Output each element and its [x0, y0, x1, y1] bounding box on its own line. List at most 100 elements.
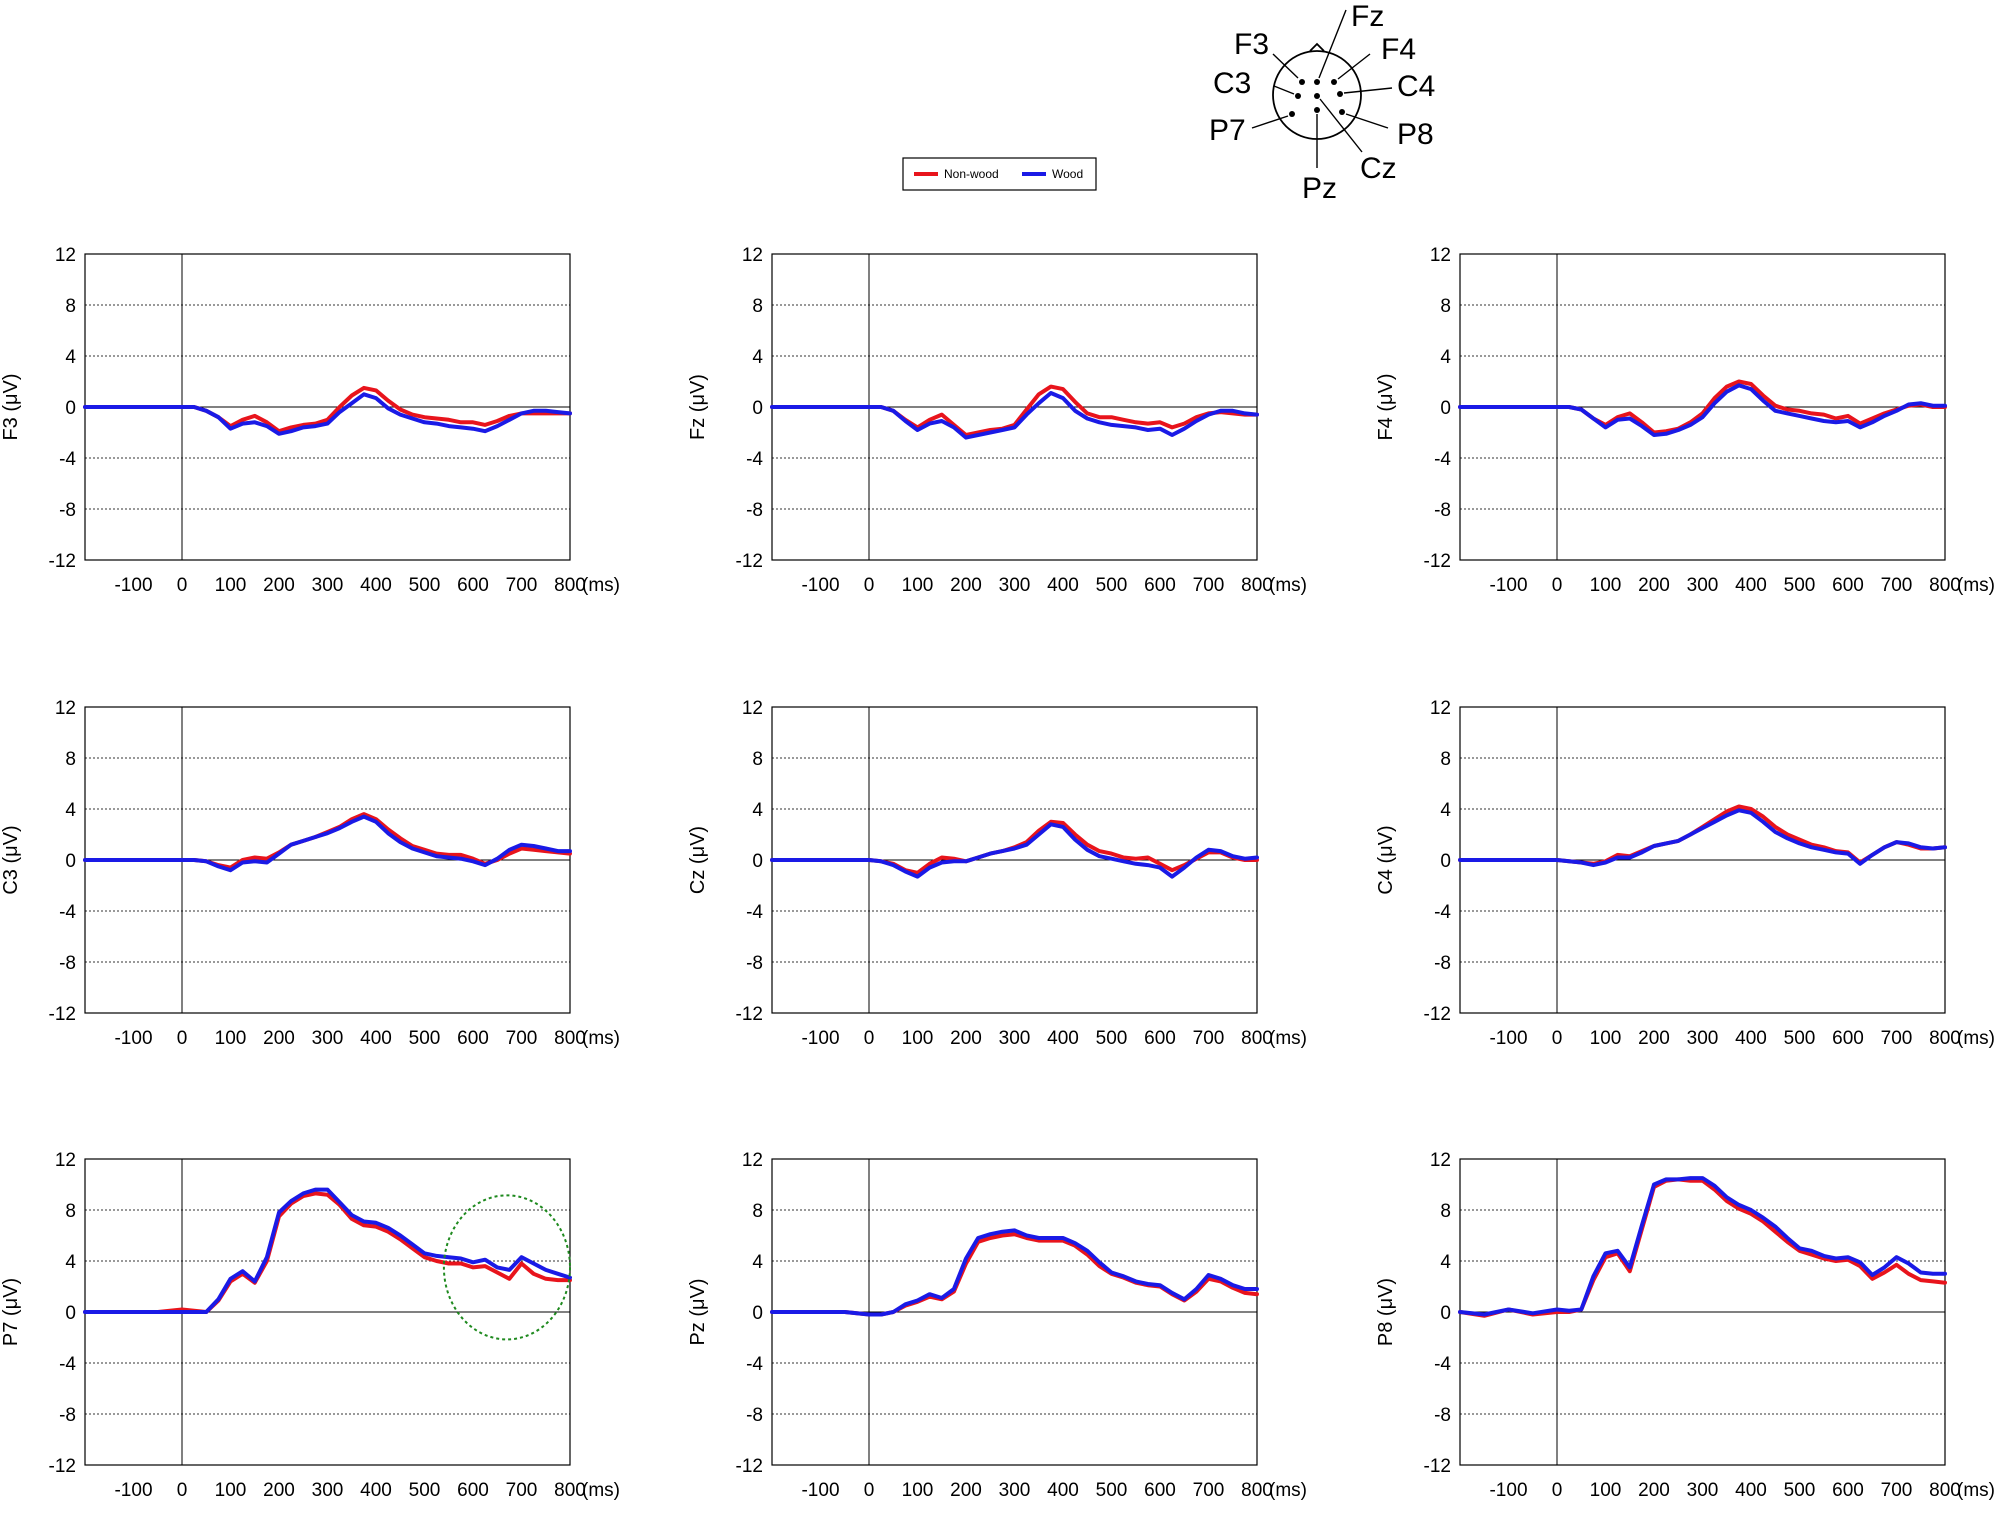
electrode-label-f4: F4: [1381, 33, 1416, 66]
x-tick-label-cz: 200: [950, 1028, 982, 1049]
x-tick-label-p7: 300: [312, 1480, 344, 1501]
panel-pz: 12 8 4 0 -4 -8 -12 -100 0 100 200 300 400 500 600 700 80…: [687, 1150, 1307, 1501]
y-tick-label-pz: 4: [752, 1252, 763, 1273]
x-tick-label-p8: 700: [1881, 1480, 1913, 1501]
series-line-wood-f4: [1458, 383, 1947, 437]
x-unit-label-p7: (ms): [582, 1480, 620, 1501]
electrode-dot-f4: [1331, 79, 1337, 85]
electrode-map: F3 Fz F4 C3 C4 P7 P8 Cz Pz: [1209, 0, 1435, 205]
y-tick-label-cz: 12: [742, 698, 763, 719]
leader-c4: [1343, 87, 1393, 94]
y-tick-label-cz: 4: [752, 800, 763, 821]
x-tick-label-c3: 800: [554, 1028, 586, 1049]
nose-marker: [1309, 42, 1325, 52]
x-tick-label-f3: 300: [312, 575, 344, 596]
panel-f3: 12 8 4 0 -4 -8 -12 -100 0 100 200 300 400 500 600 700 80…: [0, 245, 620, 596]
leader-c3: [1273, 85, 1295, 95]
x-tick-label-c4: 100: [1590, 1028, 1622, 1049]
y-tick-label-p8: 8: [1440, 1201, 1451, 1222]
x-tick-label-p8: 200: [1638, 1480, 1670, 1501]
x-tick-label-f3: 700: [506, 575, 538, 596]
y-tick-label-pz: 12: [742, 1150, 763, 1171]
x-tick-label-c4: 600: [1832, 1028, 1864, 1049]
x-tick-label-pz: 200: [950, 1480, 982, 1501]
x-tick-label-f3: 800: [554, 575, 586, 596]
y-tick-label-fz: 4: [752, 347, 763, 368]
y-tick-label-c3: 8: [65, 749, 76, 770]
x-tick-label-f4: 400: [1735, 575, 1767, 596]
x-tick-label-c3: -100: [114, 1028, 152, 1049]
x-tick-label-f3: 100: [215, 575, 247, 596]
y-tick-label-f3: -4: [59, 449, 76, 470]
x-tick-label-fz: -100: [801, 575, 839, 596]
y-tick-label-p8: 4: [1440, 1252, 1451, 1273]
x-tick-label-cz: -100: [801, 1028, 839, 1049]
y-axis-label-c4: C4 (μV): [1375, 825, 1397, 894]
y-tick-label-c3: 12: [55, 698, 76, 719]
x-tick-label-f4: 700: [1881, 575, 1913, 596]
x-unit-label-pz: (ms): [1269, 1480, 1307, 1501]
x-tick-label-p7: 600: [457, 1480, 489, 1501]
x-tick-label-cz: 500: [1096, 1028, 1128, 1049]
y-tick-label-c3: -12: [49, 1004, 76, 1025]
x-tick-label-f3: 0: [177, 575, 188, 596]
x-tick-label-p8: 500: [1784, 1480, 1816, 1501]
y-tick-label-f3: -12: [49, 551, 76, 572]
electrode-dot-p8: [1339, 109, 1345, 115]
x-tick-label-f3: 500: [409, 575, 441, 596]
x-tick-label-fz: 300: [999, 575, 1031, 596]
series-line-wood-p8: [1458, 1176, 1947, 1317]
x-tick-label-cz: 300: [999, 1028, 1031, 1049]
x-unit-label-cz: (ms): [1269, 1028, 1307, 1049]
electrode-label-p7: P7: [1209, 114, 1246, 147]
electrode-dot-c3: [1295, 93, 1301, 99]
x-tick-label-f4: 500: [1784, 575, 1816, 596]
x-tick-label-f4: 800: [1929, 575, 1961, 596]
panel-p7: 12 8 4 0 -4 -8 -12 -100 0 100 200 300 400 500 600 700 80…: [0, 1150, 620, 1501]
x-unit-label-c3: (ms): [582, 1028, 620, 1049]
x-unit-label-c4: (ms): [1957, 1028, 1995, 1049]
x-tick-label-pz: 500: [1096, 1480, 1128, 1501]
leader-fz: [1318, 9, 1347, 79]
electrode-label-pz: Pz: [1302, 172, 1337, 205]
x-tick-label-c3: 600: [457, 1028, 489, 1049]
x-tick-label-cz: 100: [902, 1028, 934, 1049]
x-tick-label-f4: 600: [1832, 575, 1864, 596]
electrode-label-c4: C4: [1397, 70, 1435, 103]
x-tick-label-p7: 400: [360, 1480, 392, 1501]
panel-c4: 12 8 4 0 -4 -8 -12 -100 0 100 200 300 400 500 600 700 80…: [1375, 698, 1995, 1049]
x-tick-label-pz: 700: [1193, 1480, 1225, 1501]
x-tick-label-f4: -100: [1489, 575, 1527, 596]
y-tick-label-f4: -12: [1424, 551, 1451, 572]
x-tick-label-p7: -100: [114, 1480, 152, 1501]
y-tick-label-fz: 0: [752, 398, 763, 419]
x-tick-label-c4: 800: [1929, 1028, 1961, 1049]
y-tick-label-f3: -8: [59, 500, 76, 521]
leader-p8: [1345, 113, 1389, 129]
x-unit-label-p8: (ms): [1957, 1480, 1995, 1501]
electrode-dot-cz: [1314, 93, 1320, 99]
y-tick-label-pz: -8: [746, 1405, 763, 1426]
y-tick-label-c4: 12: [1430, 698, 1451, 719]
x-tick-label-c4: -100: [1489, 1028, 1527, 1049]
x-tick-label-p7: 0: [177, 1480, 188, 1501]
x-tick-label-pz: 800: [1241, 1480, 1273, 1501]
x-tick-label-f4: 300: [1687, 575, 1719, 596]
y-tick-label-p7: -12: [49, 1456, 76, 1477]
x-tick-label-p8: 300: [1687, 1480, 1719, 1501]
leader-cz: [1319, 98, 1363, 153]
series-line-wood-f3: [83, 392, 572, 436]
x-unit-label-f4: (ms): [1957, 575, 1995, 596]
x-tick-label-fz: 800: [1241, 575, 1273, 596]
x-tick-label-fz: 700: [1193, 575, 1225, 596]
electrode-dot-pz: [1314, 107, 1320, 113]
x-tick-label-pz: 600: [1144, 1480, 1176, 1501]
x-tick-label-c3: 500: [409, 1028, 441, 1049]
x-tick-label-pz: -100: [801, 1480, 839, 1501]
panel-cz: 12 8 4 0 -4 -8 -12 -100 0 100 200 300 400 500 600 700 80…: [687, 698, 1307, 1049]
y-tick-label-p8: -8: [1434, 1405, 1451, 1426]
y-tick-label-p8: -4: [1434, 1354, 1451, 1375]
x-tick-label-pz: 100: [902, 1480, 934, 1501]
x-tick-label-c4: 500: [1784, 1028, 1816, 1049]
x-tick-label-p7: 200: [263, 1480, 295, 1501]
